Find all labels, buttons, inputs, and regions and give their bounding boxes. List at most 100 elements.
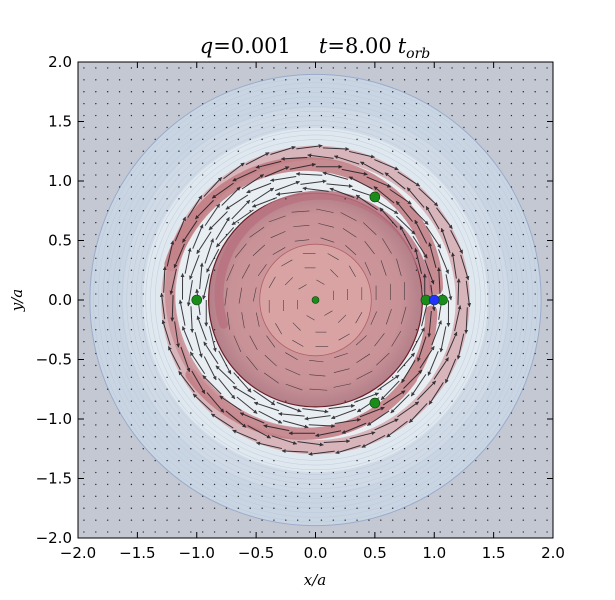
quiver-dot	[427, 102, 430, 105]
quiver-dot	[154, 364, 156, 367]
quiver-dot	[427, 459, 430, 462]
quiver-dot	[213, 67, 216, 69]
quiver-dot	[510, 257, 513, 260]
contour-ring	[154, 139, 477, 461]
quiver-dot	[190, 102, 192, 105]
velocity-arrow	[203, 356, 217, 381]
quiver-dot	[166, 507, 168, 509]
quiver-dot	[106, 198, 109, 200]
quiver-dot	[142, 138, 145, 141]
quiver-dot	[166, 412, 168, 414]
quiver-dot	[320, 126, 323, 129]
quiver-dot	[391, 519, 394, 521]
quiver-dot	[439, 436, 441, 438]
velocity-arrow-inner	[226, 264, 235, 281]
velocity-arrow-inner	[284, 277, 294, 286]
velocity-arrow	[210, 413, 234, 429]
quiver-dot	[130, 448, 133, 450]
quiver-dot	[201, 483, 204, 486]
quiver-dot	[463, 210, 465, 212]
quiver-dot	[486, 245, 489, 248]
quiver-dot	[534, 495, 536, 498]
velocity-arrow	[271, 435, 298, 445]
quiver-dot	[178, 138, 180, 141]
quiver-dot	[546, 150, 548, 152]
velocity-arrow	[190, 306, 195, 333]
quiver-dot	[213, 269, 216, 271]
quiver-dot	[154, 114, 156, 117]
quiver-dot	[510, 245, 513, 248]
quiver-dot	[106, 519, 109, 521]
quiver-dot	[142, 388, 145, 390]
marker-l3	[191, 294, 203, 306]
quiver-dot	[118, 531, 121, 533]
quiver-dot	[249, 102, 251, 105]
quiver-dot	[261, 79, 263, 81]
quiver-dot	[534, 340, 536, 343]
quiver-dot	[201, 138, 204, 141]
quiver-dot	[130, 221, 133, 224]
quiver-dot	[201, 67, 204, 69]
velocity-arrow	[308, 450, 335, 456]
quiver-dot	[225, 519, 228, 521]
velocity-arrow	[282, 420, 309, 429]
quiver-dot	[106, 281, 109, 283]
quiver-dot	[308, 67, 311, 69]
velocity-arrow	[427, 310, 432, 338]
quiver-dot	[95, 293, 97, 295]
velocity-arrow	[187, 195, 203, 218]
velocity-arrow-inner	[309, 360, 324, 363]
quiver-dot	[154, 138, 156, 141]
quiver-dot	[451, 483, 453, 486]
quiver-dot	[273, 79, 275, 81]
velocity-arrow	[382, 390, 406, 406]
quiver-dot	[166, 436, 168, 438]
quiver-dot	[463, 495, 465, 498]
quiver-dot	[261, 507, 263, 509]
quiver-dot	[83, 210, 85, 212]
quiver-dot	[522, 79, 525, 81]
quiver-dot	[166, 102, 168, 105]
quiver-dot	[427, 424, 430, 426]
quiver-dot	[237, 102, 240, 105]
velocity-arrow	[274, 180, 300, 192]
quiver-dot	[154, 67, 156, 69]
velocity-arrow-inner	[241, 312, 245, 329]
velocity-arrow	[366, 176, 392, 188]
velocity-arrow	[425, 205, 440, 230]
quiver-dot	[130, 269, 133, 271]
quiver-dot	[522, 281, 525, 283]
quiver-dot	[486, 79, 489, 81]
quiver-dot	[439, 162, 441, 164]
velocity-arrow	[406, 187, 425, 208]
quiver-dot	[510, 186, 513, 188]
quiver-dot	[106, 233, 109, 236]
velocity-arrow	[349, 431, 376, 440]
quiver-dot	[83, 340, 85, 343]
quiver-dot	[510, 221, 513, 224]
quiver-dot	[475, 162, 477, 164]
quiver-dot	[498, 471, 501, 474]
quiver-dot	[463, 114, 465, 117]
quiver-dot	[190, 162, 192, 164]
quiver-dot	[166, 400, 168, 402]
quiver-dot	[463, 436, 465, 438]
quiver-dot	[403, 138, 406, 141]
quiver-dot	[403, 448, 406, 450]
quiver-dot	[475, 507, 477, 509]
quiver-dot	[546, 376, 548, 379]
quiver-dot	[308, 126, 311, 129]
quiver-dot	[130, 162, 133, 164]
quiver-dot	[83, 174, 85, 176]
quiver-dot	[522, 233, 525, 236]
velocity-arrow-inner	[224, 287, 228, 306]
velocity-arrow	[403, 369, 423, 389]
velocity-arrow	[341, 168, 368, 176]
quiver-dot	[285, 67, 287, 69]
quiver-dot	[439, 412, 441, 414]
quiver-dot	[498, 519, 501, 521]
quiver-dot	[142, 221, 145, 224]
velocity-arrow	[397, 401, 420, 418]
quiver-dot	[249, 126, 251, 129]
x-tick-label: 0.0	[304, 544, 328, 562]
